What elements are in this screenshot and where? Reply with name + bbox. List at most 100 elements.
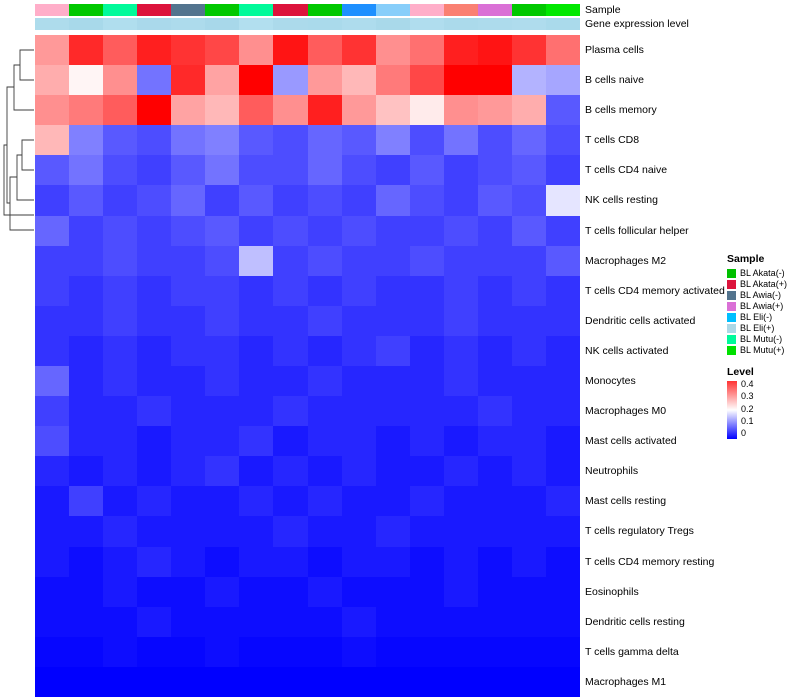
heatmap-cell: [103, 456, 138, 487]
heatmap-cell: [341, 396, 376, 427]
row-label: T cells gamma delta: [585, 645, 679, 658]
heatmap-cell: [69, 305, 104, 336]
row-labels: Plasma cells B cells naive B cells memory T…: [585, 35, 735, 697]
heatmap-cell: [35, 366, 70, 397]
expression-annotation-cell: [443, 18, 478, 30]
heatmap-cell: [103, 125, 138, 156]
heatmap-cell: [477, 606, 512, 637]
row-label: Mast cells resting: [585, 495, 667, 508]
level-tick-label: 0.4: [741, 379, 754, 389]
row-label: Dendritic cells activated: [585, 314, 696, 327]
heatmap-cell: [511, 606, 546, 637]
sample-annotation-bar: [35, 4, 580, 16]
heatmap-cell: [375, 125, 410, 156]
heatmap-cell: [341, 456, 376, 487]
heatmap-cell: [511, 65, 546, 96]
heatmap-cell: [35, 95, 70, 126]
heatmap-cell: [171, 65, 206, 96]
heatmap-cell: [171, 546, 206, 577]
row-label: B cells memory: [585, 104, 657, 117]
heatmap-cell: [307, 666, 342, 697]
heatmap-cell: [307, 456, 342, 487]
heatmap-cell: [137, 95, 172, 126]
sample-annotation-cell: [443, 4, 478, 16]
legend-swatch: [727, 312, 736, 322]
heatmap-cell: [341, 155, 376, 186]
heatmap-cell: [171, 426, 206, 457]
heatmap-cell: [137, 576, 172, 607]
sample-annotation-cell: [545, 4, 580, 16]
heatmap-cell: [137, 185, 172, 216]
heatmap-cell: [35, 666, 70, 697]
heatmap-cell: [69, 606, 104, 637]
heatmap-cell: [545, 486, 580, 517]
heatmap-cell: [307, 486, 342, 517]
level-tick-label: 0.1: [741, 415, 754, 426]
legend-item-label: BL Akata(-): [740, 268, 785, 278]
heatmap-cell: [273, 335, 308, 366]
heatmap-cell: [69, 245, 104, 276]
heatmap-cell: [103, 245, 138, 276]
heatmap-cell: [409, 215, 444, 246]
heatmap-cell: [545, 185, 580, 216]
heatmap-cell: [477, 95, 512, 126]
heatmap-cell: [137, 666, 172, 697]
sample-legend-item: BL Awia(+): [727, 301, 787, 311]
heatmap-cell: [375, 215, 410, 246]
level-tick-labels: 0.4 0.3 0.2 0.1 0: [741, 379, 754, 439]
heatmap-cell: [205, 366, 240, 397]
heatmap-cell: [443, 125, 478, 156]
heatmap-cell: [477, 275, 512, 306]
sample-annotation-cell: [273, 4, 308, 16]
heatmap-cell: [375, 275, 410, 306]
heatmap-cell: [137, 636, 172, 667]
sample-legend-item: BL Eli(-): [727, 312, 787, 322]
sample-annotation-cell: [341, 4, 376, 16]
row-label: Monocytes: [585, 375, 636, 388]
heatmap-cell: [477, 426, 512, 457]
heatmap-cell: [137, 125, 172, 156]
level-tick-label: 0.2: [741, 403, 754, 414]
heatmap-cell: [137, 606, 172, 637]
heatmap-cell: [171, 516, 206, 547]
heatmap-cell: [35, 335, 70, 366]
heatmap-cell: [443, 65, 478, 96]
legend-item-label: BL Eli(-): [740, 312, 773, 322]
heatmap-cell: [341, 275, 376, 306]
row-label: T cells CD4 memory resting: [585, 555, 715, 568]
heatmap-cell: [137, 35, 172, 66]
heatmap-cell: [69, 396, 104, 427]
legend-swatch: [727, 268, 736, 278]
heatmap-cell: [239, 275, 274, 306]
heatmap-cell: [341, 305, 376, 336]
heatmap-cell: [205, 636, 240, 667]
heatmap-cell: [205, 396, 240, 427]
sample-legend-items: BL Akata(-) BL Akata(+) BL Awia(-) BL Awia(…: [727, 268, 787, 355]
heatmap-cell: [205, 486, 240, 517]
heatmap-cell: [273, 35, 308, 66]
sample-annotation-cell: [103, 4, 138, 16]
heatmap-cell: [103, 486, 138, 517]
sample-annotation-cell: [137, 4, 172, 16]
heatmap-cell: [375, 456, 410, 487]
heatmap-cell: [409, 95, 444, 126]
heatmap-cell: [35, 516, 70, 547]
heatmap-cell: [103, 396, 138, 427]
row-label: NK cells activated: [585, 344, 669, 357]
heatmap-cell: [69, 35, 104, 66]
heatmap-cell: [171, 215, 206, 246]
heatmap-cell: [171, 666, 206, 697]
heatmap-cell: [137, 335, 172, 366]
heatmap-cell: [511, 155, 546, 186]
heatmap-cell: [103, 215, 138, 246]
heatmap-cell: [477, 305, 512, 336]
heatmap-cell: [341, 486, 376, 517]
heatmap-cell: [511, 456, 546, 487]
expression-annotation-cell: [477, 18, 512, 30]
sample-legend-item: BL Eli(+): [727, 323, 787, 333]
heatmap-cell: [273, 546, 308, 577]
heatmap-cell: [171, 366, 206, 397]
heatmap-cell: [273, 516, 308, 547]
heatmap-cell: [205, 245, 240, 276]
expression-annotation-bar: [35, 18, 580, 30]
